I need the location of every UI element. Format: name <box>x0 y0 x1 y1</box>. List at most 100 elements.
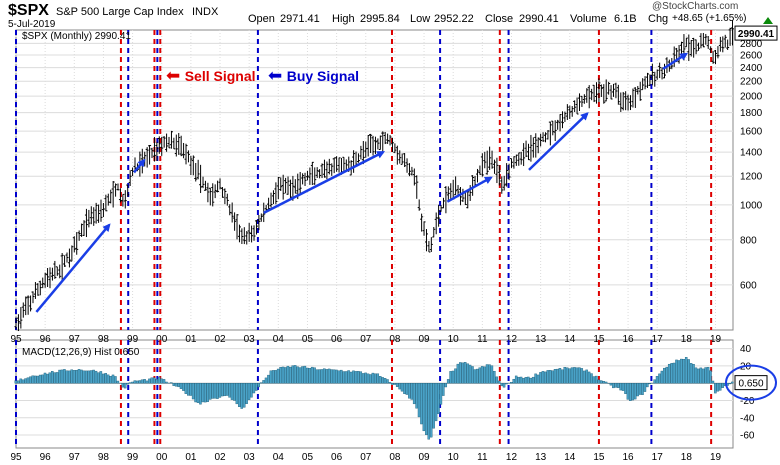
macd-hist-bar <box>480 366 484 384</box>
price-bar <box>106 193 110 206</box>
price-bar <box>303 172 307 187</box>
price-bar <box>72 236 76 253</box>
price-y-tick-label: 1000 <box>740 200 763 211</box>
macd-hist-bar <box>72 370 76 384</box>
macd-hist-bar <box>121 383 124 388</box>
macd-x-tick-label: 95 <box>10 452 22 463</box>
macd-hist-bar <box>672 362 676 384</box>
macd-hist-bar <box>665 366 669 384</box>
macd-hist-bar <box>240 383 243 409</box>
price-bar <box>509 158 513 168</box>
price-bar <box>371 135 375 156</box>
macd-hist-bar <box>58 369 61 384</box>
macd-hist-bar <box>293 365 297 384</box>
macd-hist-bar <box>616 383 620 388</box>
sell-arrow-icon: ⬅ <box>166 66 181 85</box>
macd-hist-bar <box>578 367 581 384</box>
macd-y-tick-label: 40 <box>740 344 752 355</box>
macd-x-tick-label: 10 <box>448 452 460 463</box>
price-bar <box>199 164 203 194</box>
macd-hist-bar <box>252 383 256 394</box>
macd-hist-bar <box>349 371 353 384</box>
macd-hist-bar <box>41 374 44 384</box>
macd-hist-bar <box>335 369 338 384</box>
price-bar <box>512 156 516 169</box>
macd-hist-bar <box>51 371 54 384</box>
macd-hist-bar <box>699 367 703 384</box>
price-series-label: $SPX (Monthly) 2990.41 <box>22 31 131 42</box>
macd-hist-bar <box>716 383 720 392</box>
macd-hist-bar <box>332 369 336 384</box>
macd-hist-bar <box>153 377 156 384</box>
price-bar <box>305 170 309 181</box>
price-x-tick-label: 99 <box>127 334 139 345</box>
macd-x-tick-label: 17 <box>652 452 664 463</box>
macd-hist-bar <box>602 380 605 384</box>
trend-arrow <box>662 52 689 70</box>
macd-hist-bar <box>325 369 329 384</box>
macd-hist-bar <box>442 383 445 396</box>
macd-hist-bar <box>711 380 715 384</box>
price-bar <box>194 162 198 182</box>
macd-hist-bar <box>116 380 120 384</box>
price-bar <box>721 36 725 53</box>
price-bar <box>284 177 288 194</box>
price-bar <box>461 188 465 203</box>
price-bar <box>711 50 715 64</box>
macd-hist-bar <box>242 383 246 408</box>
price-bar <box>201 176 205 189</box>
price-y-tick-label: 600 <box>740 280 757 291</box>
price-y-tick-label: 2400 <box>740 63 763 74</box>
price-bar <box>87 209 91 228</box>
macd-hist-bar <box>157 376 161 384</box>
price-bar <box>94 202 98 224</box>
macd-hist-bar <box>400 383 404 392</box>
macd-hist-bar <box>128 382 132 384</box>
macd-hist-bar <box>48 372 52 384</box>
macd-hist-bar <box>646 383 649 388</box>
macd-x-tick-label: 13 <box>535 452 547 463</box>
price-bar <box>531 137 535 158</box>
price-bar <box>701 32 705 48</box>
change-up-icon <box>763 17 773 24</box>
macd-hist-bar <box>461 362 465 384</box>
macd-hist-bar <box>391 383 394 385</box>
macd-hist-bar <box>272 370 275 384</box>
volume-label: Volume <box>570 13 607 25</box>
macd-x-tick-label: 99 <box>127 452 139 463</box>
price-bar <box>526 143 530 161</box>
macd-hist-bar <box>631 383 635 401</box>
macd-hist-bar <box>276 368 280 384</box>
price-bar <box>186 150 190 163</box>
price-x-tick-label: 14 <box>564 334 576 345</box>
macd-hist-bar <box>425 383 428 435</box>
price-bar <box>218 178 222 190</box>
macd-hist-bar <box>471 366 474 384</box>
macd-hist-bar <box>374 373 377 384</box>
price-bar <box>152 137 156 162</box>
price-bar <box>322 159 326 178</box>
price-bar <box>65 252 69 263</box>
price-bar <box>612 83 615 97</box>
price-bar <box>592 84 596 103</box>
price-bar <box>714 49 718 65</box>
macd-hist-bar <box>123 383 127 389</box>
macd-hist-bar <box>468 364 472 384</box>
price-bar <box>189 155 193 176</box>
macd-hist-bar <box>53 372 56 384</box>
macd-hist-bar <box>398 383 401 390</box>
macd-hist-bar <box>636 383 639 397</box>
price-bar <box>213 184 217 199</box>
price-bar <box>546 130 550 140</box>
price-bar <box>390 137 394 152</box>
macd-hist-bar <box>34 375 37 384</box>
macd-hist-bar <box>296 366 299 384</box>
macd-hist-bar <box>561 369 564 384</box>
macd-hist-bar <box>718 383 722 391</box>
price-bar <box>660 67 664 80</box>
macd-hist-bar <box>182 383 185 391</box>
price-bar <box>553 120 557 142</box>
price-bar <box>590 88 594 101</box>
macd-x-tick-label: 01 <box>185 452 197 463</box>
